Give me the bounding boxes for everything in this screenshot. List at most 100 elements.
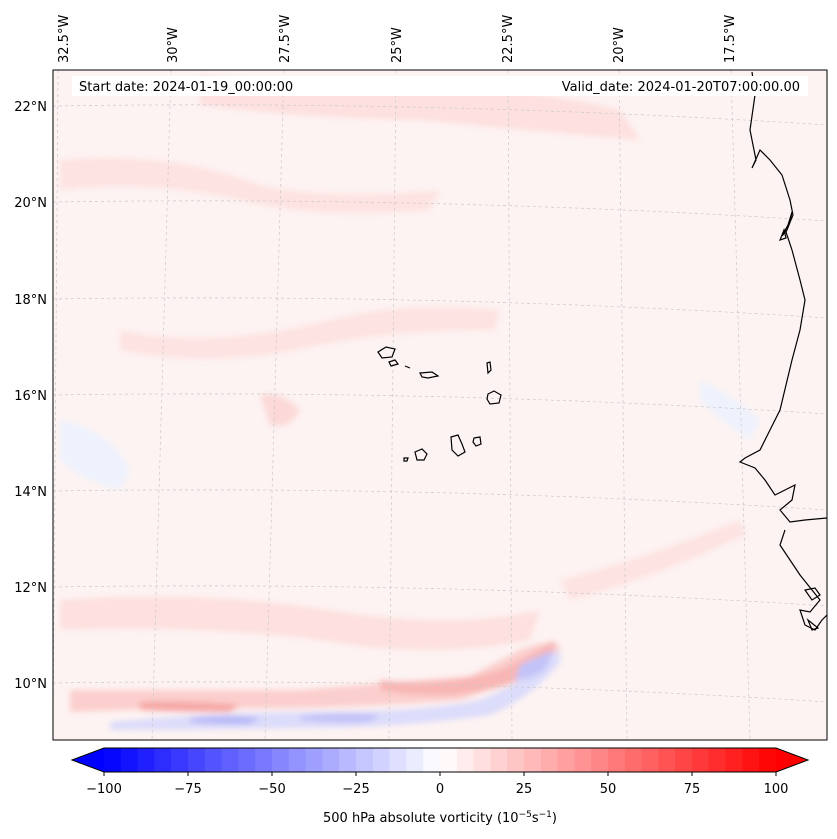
colorbar-tick-label: 50 <box>600 782 617 797</box>
colorbar-segment <box>154 748 172 772</box>
valid-date-label: Valid_date: 2024-01-20T07:00:00.00 <box>562 80 800 95</box>
meridian-32-5w <box>53 70 59 740</box>
parallel-20n <box>53 200 827 222</box>
lat-label: 14°N <box>14 485 47 500</box>
colorbar: −100 −75 −50 −25 0 25 50 75 100 500 hPa … <box>70 747 810 826</box>
colorbar-segment <box>742 748 760 772</box>
negative-band <box>110 650 560 730</box>
lon-label: 17.5°W <box>723 15 738 63</box>
lon-label: 25°W <box>390 27 405 63</box>
positive-patch <box>260 394 300 426</box>
colorbar-segment <box>288 748 307 772</box>
colorbar-tick-label: 75 <box>684 782 701 797</box>
colorbar-tick-label: −75 <box>174 782 201 797</box>
coast-islet <box>803 587 821 601</box>
lon-label: 22.5°W <box>501 15 516 63</box>
meridian-22-5w <box>507 70 513 740</box>
colorbar-segment <box>104 748 122 772</box>
negative-patch <box>60 420 130 490</box>
colorbar-segment <box>591 748 609 772</box>
start-date-label: Start date: 2024-01-19_00:00:00 <box>79 80 293 95</box>
africa-coastline <box>738 71 827 523</box>
map-frame <box>52 69 828 741</box>
sao-nicolau-island <box>419 371 440 379</box>
colorbar-segment <box>221 748 239 772</box>
colorbar-segment <box>238 748 256 772</box>
maio-island <box>472 436 482 447</box>
colorbar-max-extension <box>776 748 808 772</box>
colorbar-segment <box>473 748 491 772</box>
colorbar-segment <box>692 748 710 772</box>
colorbar-segment <box>305 748 323 772</box>
positive-band-core <box>380 640 555 695</box>
lat-label: 10°N <box>14 677 47 692</box>
colorbar-segment <box>641 748 659 772</box>
sao-vicente-island <box>388 359 400 367</box>
colorbar-segment <box>322 748 340 772</box>
colorbar-tick-label: 0 <box>436 782 444 797</box>
colorbar-segment <box>608 748 626 772</box>
parallel-12n <box>53 585 827 607</box>
parallel-22n <box>53 104 827 126</box>
colorbar-label: 500 hPa absolute vorticity (10−5s−1) <box>323 810 557 826</box>
colorbar-segment <box>708 748 727 772</box>
colorbar-segment <box>540 748 559 772</box>
colorbar-tick-label: 25 <box>516 782 533 797</box>
parallel-18n <box>53 297 827 319</box>
colorbar-segment <box>120 748 139 772</box>
colorbar-tick-labels: −100 −75 −50 −25 0 25 50 75 100 <box>86 782 788 797</box>
longitude-labels: 32.5°W 30°W 27.5°W 25°W 22.5°W 20°W 17.5… <box>57 15 738 63</box>
lon-label: 27.5°W <box>278 15 293 63</box>
latitude-labels: 22°N 20°N 18°N 16°N 14°N 12°N 10°N <box>14 100 47 692</box>
colorbar-segment <box>759 748 777 772</box>
colorbar-label-unit: s <box>532 811 539 826</box>
colorbar-min-extension <box>72 748 104 772</box>
colorbar-tick-label: −25 <box>342 782 369 797</box>
negative-band-core <box>300 712 380 723</box>
colorbar-segment <box>188 748 206 772</box>
vorticity-field <box>53 70 827 740</box>
colorbar-segment <box>406 748 424 772</box>
lon-label: 30°W <box>166 27 181 63</box>
lat-label: 12°N <box>14 581 47 596</box>
santiago-island <box>450 434 466 457</box>
colorbar-segment <box>574 748 592 772</box>
coastlines <box>377 71 827 631</box>
colorbar-segment <box>137 748 155 772</box>
colorbar-segment <box>624 748 643 772</box>
date-label-box <box>72 76 808 96</box>
lat-label: 16°N <box>14 389 47 404</box>
fogo-island <box>414 448 428 461</box>
meridian-30w <box>151 70 172 740</box>
coast-islet <box>778 228 787 241</box>
colorbar-segment <box>507 748 525 772</box>
negative-patch <box>700 380 760 440</box>
colorbar-label-exp1: −5 <box>519 810 532 820</box>
positive-patch <box>60 157 440 214</box>
negative-band-core <box>515 650 555 680</box>
colorbar-label-text: 500 hPa absolute vorticity (10 <box>323 811 519 826</box>
lat-label: 22°N <box>14 100 47 115</box>
lon-label: 20°W <box>612 27 627 63</box>
colorbar-segment <box>658 748 676 772</box>
positive-patch <box>560 520 745 600</box>
colorbar-segment <box>490 748 508 772</box>
colorbar-tick-label: −50 <box>258 782 285 797</box>
lon-label: 32.5°W <box>57 15 72 63</box>
sal-island <box>486 361 492 375</box>
colorbar-segment <box>372 748 391 772</box>
colorbar-segment <box>423 748 441 772</box>
positive-patch <box>120 306 500 359</box>
graticule <box>53 70 827 740</box>
lat-label: 20°N <box>14 196 47 211</box>
brava-island <box>403 457 409 462</box>
meridian-17-5w <box>730 70 751 740</box>
colorbar-segment <box>675 748 693 772</box>
colorbar-label-exp2: −1 <box>539 810 552 820</box>
parallel-14n <box>53 489 827 511</box>
colorbar-segment <box>440 748 458 772</box>
colorbar-segments <box>104 748 777 772</box>
positive-band-core <box>140 701 240 712</box>
colorbar-segment <box>255 748 273 772</box>
meridian-27-5w <box>264 70 285 740</box>
